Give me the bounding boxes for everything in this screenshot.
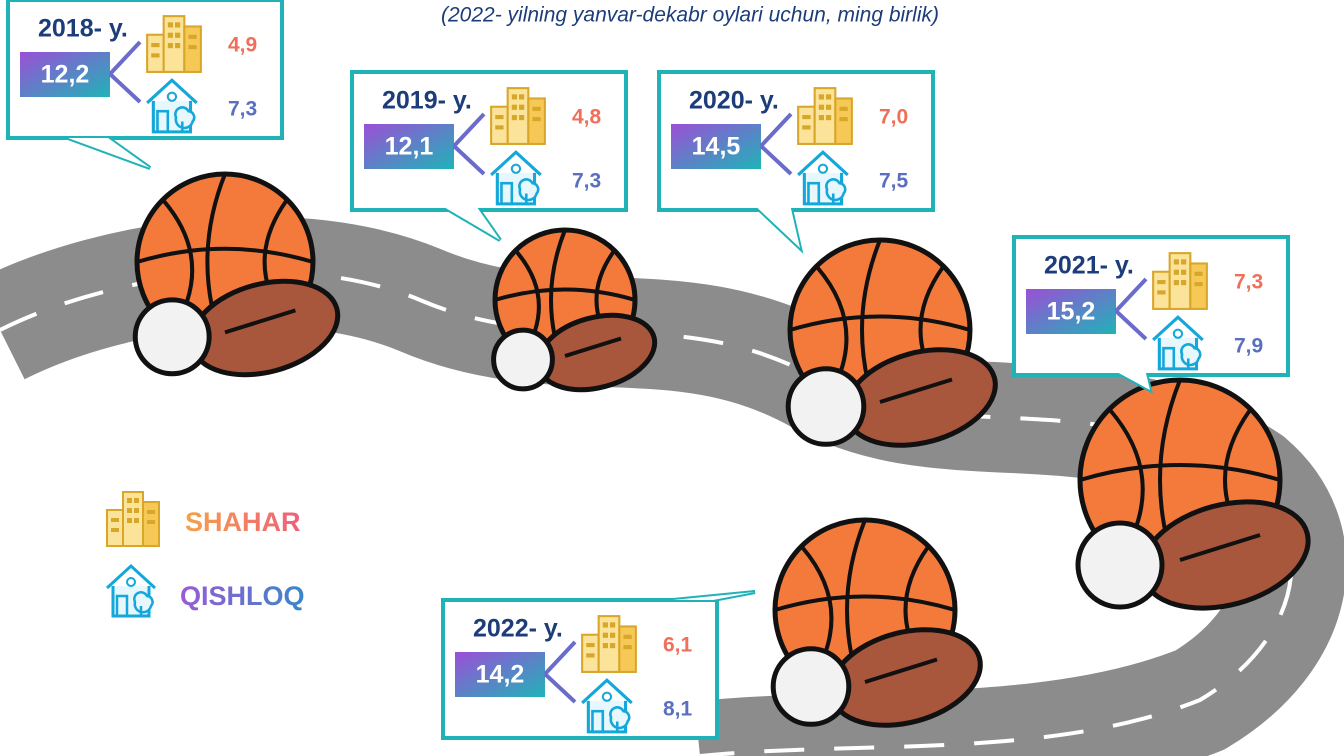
baseball	[785, 366, 867, 447]
sports-balls	[770, 517, 983, 728]
total-value: 12,1	[385, 133, 434, 161]
tail-cover	[1104, 365, 1150, 390]
football-laces	[879, 377, 953, 404]
legend-icon-rural	[105, 564, 157, 618]
rural-value: 7,9	[1234, 335, 1263, 358]
year-label: 2020- y.	[689, 87, 779, 115]
year-label: 2021- y.	[1044, 252, 1134, 280]
total-value: 14,5	[692, 133, 741, 161]
tail-cover	[432, 200, 500, 240]
total-value: 12,2	[41, 61, 90, 89]
rural-value: 7,3	[572, 170, 601, 193]
rural-value: 8,1	[663, 698, 693, 721]
sports-balls	[132, 171, 341, 378]
baseball	[491, 327, 555, 392]
year-callout: 2022- y. 14,2 6,1 8,1	[441, 590, 756, 740]
arrows	[108, 40, 142, 104]
year-callout: 2021- y. 15,2 7,3 7,9	[1012, 235, 1290, 394]
sports-balls	[785, 237, 998, 448]
legend-icon-urban	[106, 491, 160, 547]
urban-value: 4,8	[572, 106, 602, 129]
football-laces	[1179, 533, 1261, 562]
rural-value: 7,5	[879, 170, 909, 193]
baseball	[132, 297, 212, 377]
subtitle: (2022- yilning yanvar-dekabr oylari uchu…	[441, 4, 939, 27]
tail-cover	[673, 592, 755, 600]
arrows	[543, 640, 577, 704]
football-laces	[564, 336, 622, 358]
urban-value: 7,0	[879, 106, 908, 129]
football-laces	[864, 657, 938, 684]
basketball-lines	[774, 519, 956, 701]
legend-rural: QISHLOQ	[180, 581, 305, 611]
football-laces	[224, 308, 296, 335]
baseball	[770, 646, 852, 727]
tail-cover	[749, 200, 800, 248]
total-box	[364, 124, 454, 169]
year-label: 2019- y.	[382, 87, 472, 115]
year-callout: 2019- y. 12,1 4,8 7,3	[350, 70, 628, 242]
year-label: 2022- y.	[473, 615, 563, 643]
year-callout: 2020- y. 14,5 7,0 7,5	[657, 70, 935, 254]
basketball-lines	[1079, 379, 1281, 581]
total-value: 15,2	[1047, 298, 1096, 326]
arrows	[759, 112, 793, 176]
basketball-lines	[789, 239, 971, 421]
total-box	[671, 124, 761, 169]
urban-value: 7,3	[1234, 271, 1263, 294]
arrows	[452, 112, 486, 176]
rural-value: 7,3	[228, 98, 257, 121]
urban-value: 4,9	[228, 34, 257, 57]
arrows	[1114, 277, 1148, 341]
baseball	[1075, 520, 1165, 610]
total-box	[455, 652, 545, 697]
sports-balls	[491, 227, 658, 393]
year-callout: 2018- y. 12,2 4,9 7,3	[6, 0, 284, 170]
total-box	[1026, 289, 1116, 334]
sports-balls	[1075, 377, 1311, 611]
basketball-lines	[136, 173, 314, 351]
urban-value: 6,1	[663, 634, 693, 657]
basketball-lines	[494, 229, 636, 371]
total-box	[20, 52, 110, 97]
year-label: 2018- y.	[38, 15, 128, 43]
total-value: 14,2	[476, 661, 525, 689]
legend-urban: SHAHAR	[185, 507, 301, 537]
tail-cover	[68, 138, 150, 168]
road	[0, 216, 1344, 756]
